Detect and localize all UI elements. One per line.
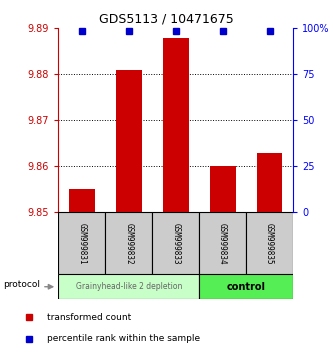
- Bar: [257, 153, 282, 212]
- Text: GSM999835: GSM999835: [265, 223, 274, 264]
- Text: GSM999833: GSM999833: [171, 223, 180, 264]
- Bar: [152, 212, 199, 274]
- Bar: [199, 274, 293, 299]
- Bar: [163, 38, 188, 212]
- Text: GDS5113 / 10471675: GDS5113 / 10471675: [99, 12, 234, 25]
- Bar: [246, 212, 293, 274]
- Bar: [210, 166, 235, 212]
- Text: Grainyhead-like 2 depletion: Grainyhead-like 2 depletion: [76, 282, 182, 291]
- Text: percentile rank within the sample: percentile rank within the sample: [47, 335, 200, 343]
- Bar: [69, 189, 95, 212]
- Text: protocol: protocol: [3, 280, 40, 289]
- Text: GSM999834: GSM999834: [218, 223, 227, 264]
- Bar: [58, 274, 199, 299]
- Text: transformed count: transformed count: [47, 313, 131, 322]
- Text: GSM999832: GSM999832: [124, 223, 133, 264]
- Bar: [116, 70, 142, 212]
- Text: GSM999831: GSM999831: [77, 223, 86, 264]
- Bar: [199, 212, 246, 274]
- Text: control: control: [226, 282, 266, 292]
- Bar: [58, 212, 105, 274]
- Bar: [105, 212, 152, 274]
